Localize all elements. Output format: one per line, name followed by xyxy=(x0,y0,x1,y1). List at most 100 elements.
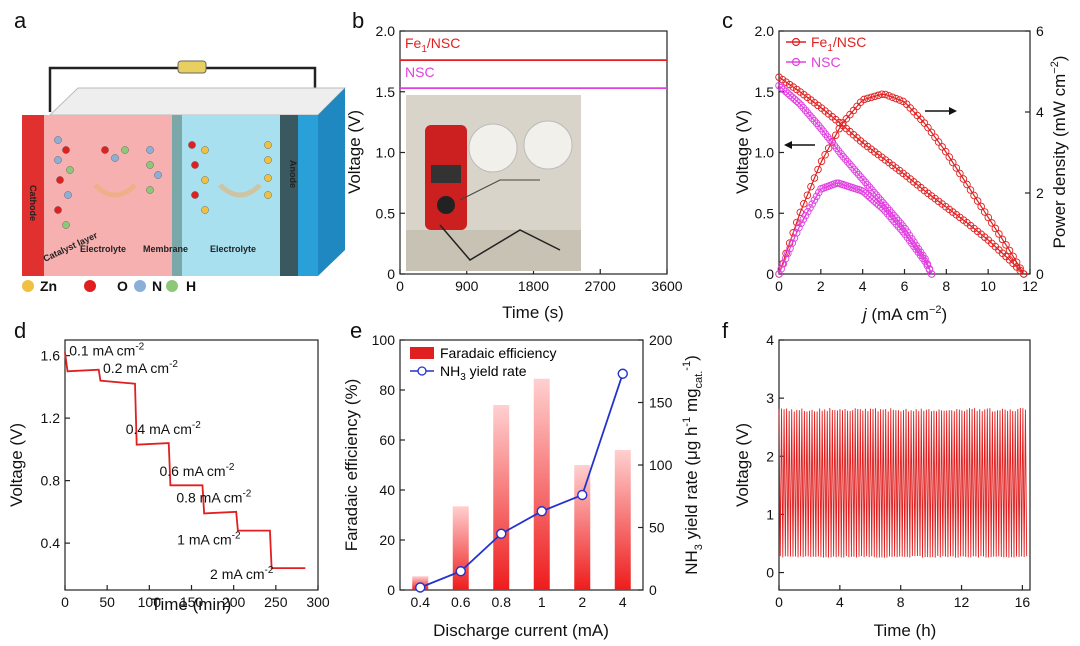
label-electrolyte-left: Electrolyte xyxy=(80,244,126,254)
current-density-annotation: 2 mA cm-2 xyxy=(210,565,274,582)
y-tick-label: 80 xyxy=(379,382,395,398)
annotation-exponent: -2 xyxy=(242,489,251,500)
arrow-right-head-icon xyxy=(949,107,957,115)
y-tick-label: 0.5 xyxy=(755,205,775,221)
label-membrane: Membrane xyxy=(143,244,188,254)
x-tick-label: 2700 xyxy=(585,278,616,294)
x-tick-label: 2 xyxy=(817,278,825,294)
x-tick-label: 0 xyxy=(775,278,783,294)
inset-photo xyxy=(406,95,581,271)
faradaic-bar xyxy=(493,405,509,590)
y2-tick-label: 100 xyxy=(649,457,673,473)
x-axis-label-c: j (mA cm−2) xyxy=(861,304,947,324)
y-tick-label: 0.4 xyxy=(41,535,61,551)
y-tick-label: 1.5 xyxy=(755,84,775,100)
legend-marker-yield xyxy=(418,367,426,375)
annotation-value: 0.1 mA cm xyxy=(69,343,135,359)
multimeter-dial xyxy=(437,196,455,214)
x-tick-label: 4 xyxy=(859,278,867,294)
x-tick-label: 0.6 xyxy=(451,594,471,610)
atom-icon xyxy=(62,221,69,228)
x-tick-label: 2 xyxy=(578,594,586,610)
y2-tick-label: 2 xyxy=(1036,185,1044,201)
faradaic-bar xyxy=(453,506,469,590)
x-axis-label-b: Time (s) xyxy=(502,303,564,322)
cell-right-face xyxy=(318,88,345,276)
atom-icon xyxy=(56,176,63,183)
y-axis-label-b: Voltage (V) xyxy=(345,110,364,194)
h-atom-icon xyxy=(166,280,178,292)
photo-table xyxy=(406,230,581,271)
y-tick-label: 3 xyxy=(766,390,774,406)
x-tick-label: 8 xyxy=(897,594,905,610)
yield-point xyxy=(416,583,425,592)
panel-letter-b: b xyxy=(352,8,364,33)
annotation-exponent: -2 xyxy=(265,565,274,576)
atom-icon xyxy=(146,186,153,193)
figure: a Cathode Catalyst layer Electrolyte Mem… xyxy=(0,0,1080,646)
atom-icon xyxy=(121,146,128,153)
current-density-annotation: 0.1 mA cm-2 xyxy=(69,342,144,359)
atom-icon xyxy=(101,146,108,153)
x-axis-label-d: Time (min) xyxy=(151,595,232,614)
legend-zn: Zn xyxy=(40,278,57,294)
atom-icon xyxy=(201,176,208,183)
y2-axis-label-c: Power density (mW cm−2) xyxy=(1049,56,1069,249)
legend-swatch-faradaic xyxy=(410,347,434,359)
battery-load-icon xyxy=(178,61,206,73)
series-label-fe1nsc: Fe1/NSC xyxy=(405,35,460,55)
x-tick-label: 10 xyxy=(980,278,996,294)
y-axis-label-c: Voltage (V) xyxy=(733,110,752,194)
series-c xyxy=(776,74,1027,277)
legend-label-fe1nsc: Fe1/NSC xyxy=(811,34,866,54)
arrow-left-head-icon xyxy=(784,141,792,149)
annotation-exponent: -2 xyxy=(169,359,178,370)
yield-point xyxy=(578,491,587,500)
zn-atom-icon xyxy=(22,280,34,292)
current-density-annotation: 0.4 mA cm-2 xyxy=(126,420,201,437)
current-density-annotation: 1 mA cm-2 xyxy=(177,531,241,548)
faradaic-bar xyxy=(574,465,590,590)
annotation-value: 0.8 mA cm xyxy=(176,490,242,506)
panel-letter-a: a xyxy=(14,8,27,33)
panel-letter-e: e xyxy=(350,318,362,343)
y-axis-label-f: Voltage (V) xyxy=(733,423,752,507)
panel-c: c 0 2 4 6 8 10 1200.51.01.52.00246 Fe1/NSC NSC… xyxy=(722,8,1069,324)
x-tick-label: 250 xyxy=(264,594,288,610)
y-axis-label-d: Voltage (V) xyxy=(7,423,26,507)
atom-icon xyxy=(191,161,198,168)
n-atom-icon xyxy=(134,280,146,292)
y2-tick-label: 0 xyxy=(1036,266,1044,282)
atom-icon xyxy=(146,146,153,153)
x-tick-label: 16 xyxy=(1015,594,1031,610)
label-cathode: Cathode xyxy=(28,185,38,221)
yield-point xyxy=(618,369,627,378)
y-tick-label: 1.2 xyxy=(41,410,61,426)
current-density-annotation: 0.8 mA cm-2 xyxy=(176,489,251,506)
y-tick-label: 0 xyxy=(387,266,395,282)
y-tick-label: 0.8 xyxy=(41,473,61,489)
annotation-exponent: -2 xyxy=(232,531,241,542)
x-tick-label: 3600 xyxy=(651,278,682,294)
y2-tick-label: 50 xyxy=(649,520,665,536)
y-axis-label-e: Faradaic efficiency (%) xyxy=(342,379,361,552)
label-electrolyte-right: Electrolyte xyxy=(210,244,256,254)
annotation-value: 1 mA cm xyxy=(177,532,231,548)
atom-icon xyxy=(188,141,195,148)
y2-tick-label: 150 xyxy=(649,395,673,411)
panel-letter-f: f xyxy=(722,318,729,343)
y-tick-label: 20 xyxy=(379,532,395,548)
atom-icon xyxy=(264,141,271,148)
y-tick-label: 0.5 xyxy=(376,205,396,221)
x-tick-label: 8 xyxy=(942,278,950,294)
atom-icon xyxy=(54,206,61,213)
y-tick-label: 1.6 xyxy=(41,348,61,364)
faradaic-bar xyxy=(615,450,631,590)
axes-c: 0 2 4 6 8 10 1200.51.01.52.00246 xyxy=(755,23,1044,294)
x-axis-label-e: Discharge current (mA) xyxy=(433,621,609,640)
label-anode: Anode xyxy=(288,160,298,188)
anode-plate xyxy=(280,115,298,276)
atom-icon xyxy=(146,161,153,168)
atom-icon xyxy=(64,191,71,198)
atom-icon xyxy=(264,174,271,181)
